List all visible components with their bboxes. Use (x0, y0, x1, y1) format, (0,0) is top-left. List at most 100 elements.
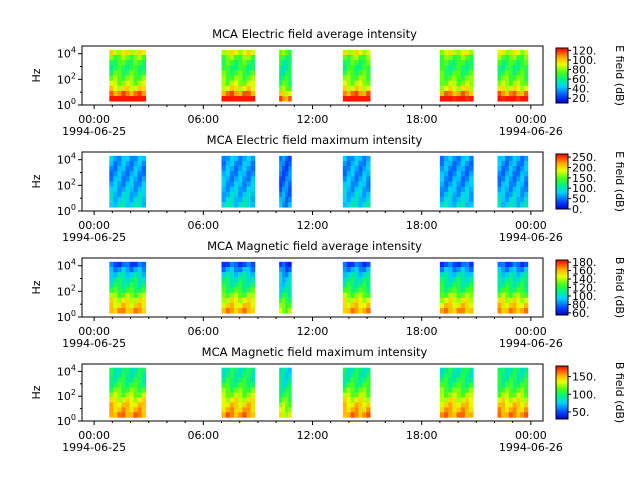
spectrogram-cell (520, 308, 525, 314)
spectrogram-cell (137, 166, 143, 172)
spectrogram-cell (505, 96, 510, 102)
spectrogram-cell (109, 407, 114, 413)
spectrogram-cell (508, 392, 514, 398)
spectrogram-cell (221, 186, 227, 193)
spectrogram-cell (469, 85, 474, 92)
spectrogram-cell (125, 160, 130, 167)
spectrogram-cell (505, 277, 510, 283)
spectrogram-cell (508, 272, 514, 278)
spectrogram-cell (288, 191, 292, 198)
spectrogram-cell (234, 397, 239, 403)
spectrogram-cell (221, 392, 227, 398)
spectrogram-cell (464, 49, 470, 56)
spectrogram-cell (501, 196, 506, 203)
spectrogram-cell (346, 261, 352, 268)
spectrogram-cell (505, 90, 510, 97)
spectrogram-cell (129, 96, 134, 102)
spectrogram-cell (133, 397, 138, 403)
spectrogram-cell (520, 166, 525, 172)
spectrogram-cell (358, 282, 363, 288)
spectrogram-cell (246, 70, 252, 76)
spectrogram-cell (448, 60, 453, 66)
colorbar-tick-label: 100. (572, 182, 597, 195)
spectrogram-cell (234, 196, 239, 203)
spectrogram-cell (469, 382, 474, 388)
spectrogram-cell (113, 65, 118, 71)
spectrogram-cell (133, 377, 138, 383)
spectrogram-cell (279, 70, 283, 76)
spectrogram-cell (229, 80, 235, 87)
spectrogram-cell (342, 176, 348, 182)
spectrogram-cell (501, 377, 506, 383)
spectrogram-cell (109, 96, 114, 102)
spectrogram-cell (444, 75, 449, 82)
spectrogram-cell (125, 90, 130, 97)
spectrogram-cell (117, 402, 122, 408)
spectrogram-cell (464, 171, 470, 177)
spectrogram-cell (141, 202, 147, 208)
spectrogram-cell (346, 191, 352, 198)
spectrogram-cell (444, 397, 449, 403)
y-tick-label: 102 (57, 177, 76, 192)
spectrogram-cell (524, 80, 529, 87)
spectrogram-cell (366, 277, 371, 283)
spectrogram-cell (346, 392, 352, 398)
spectrogram-cell (225, 412, 231, 418)
spectrogram-cell (234, 282, 239, 288)
spectrogram-cell (346, 407, 352, 413)
spectrogram-cell (497, 272, 502, 278)
spectrogram-cell (464, 272, 470, 278)
spectrogram-cell (234, 297, 239, 304)
spectrogram-cell (501, 191, 506, 198)
spectrogram-cell (501, 282, 506, 288)
spectrogram-cell (285, 171, 289, 177)
spectrogram-cell (524, 90, 529, 97)
spectrogram-cell (452, 70, 457, 76)
spectrogram-cell (444, 302, 449, 309)
spectrogram-cell (342, 412, 348, 418)
spectrogram-cell (250, 392, 256, 398)
spectrogram-cell (282, 266, 286, 273)
spectrogram-cell (350, 382, 355, 388)
spectrogram-cell (362, 176, 367, 182)
spectrogram-cell (342, 60, 348, 66)
spectrogram-cell (250, 65, 256, 71)
spectrogram-cell (133, 297, 138, 304)
spectrogram-cell (350, 392, 355, 398)
spectrogram-cell (342, 266, 348, 273)
spectrogram-cell (469, 54, 474, 61)
spectrogram-cell (121, 186, 126, 193)
spectrogram-cell (508, 297, 514, 304)
spectrogram-cell (516, 402, 521, 408)
spectrogram-cell (137, 387, 143, 393)
spectrogram-cell (279, 292, 283, 299)
spectrogram-cell (242, 60, 247, 66)
spectrogram-cell (501, 308, 506, 314)
spectrogram-cell (464, 90, 470, 97)
spectrogram-cell (282, 202, 286, 208)
spectrogram-cell (288, 166, 292, 172)
spectrogram-cell (225, 75, 231, 82)
spectrogram-cell (234, 54, 239, 61)
spectrogram-cell (354, 171, 359, 177)
spectrogram-cell (516, 266, 521, 273)
x-tick-label: 12:00 (297, 113, 329, 126)
spectrogram-cell (246, 160, 252, 167)
spectrogram-cell (246, 302, 252, 309)
spectrogram-cell (109, 382, 114, 388)
spectrogram-cell (246, 287, 252, 294)
spectrogram-cell (508, 70, 514, 76)
spectrogram-cell (285, 308, 289, 314)
spectrogram-cell (117, 387, 122, 393)
spectrogram-cell (250, 282, 256, 288)
spectrogram-cell (238, 85, 243, 92)
spectrogram-cell (439, 261, 445, 268)
spectrogram-cell (452, 171, 457, 177)
spectrogram-cell (512, 181, 517, 188)
spectrogram-cell (225, 65, 231, 71)
spectrogram-cell (129, 171, 134, 177)
spectrogram-cell (439, 382, 445, 388)
x-tick-label: 06:00 (187, 113, 219, 126)
spectrogram-cell (234, 266, 239, 273)
spectrogram-cell (469, 261, 474, 268)
